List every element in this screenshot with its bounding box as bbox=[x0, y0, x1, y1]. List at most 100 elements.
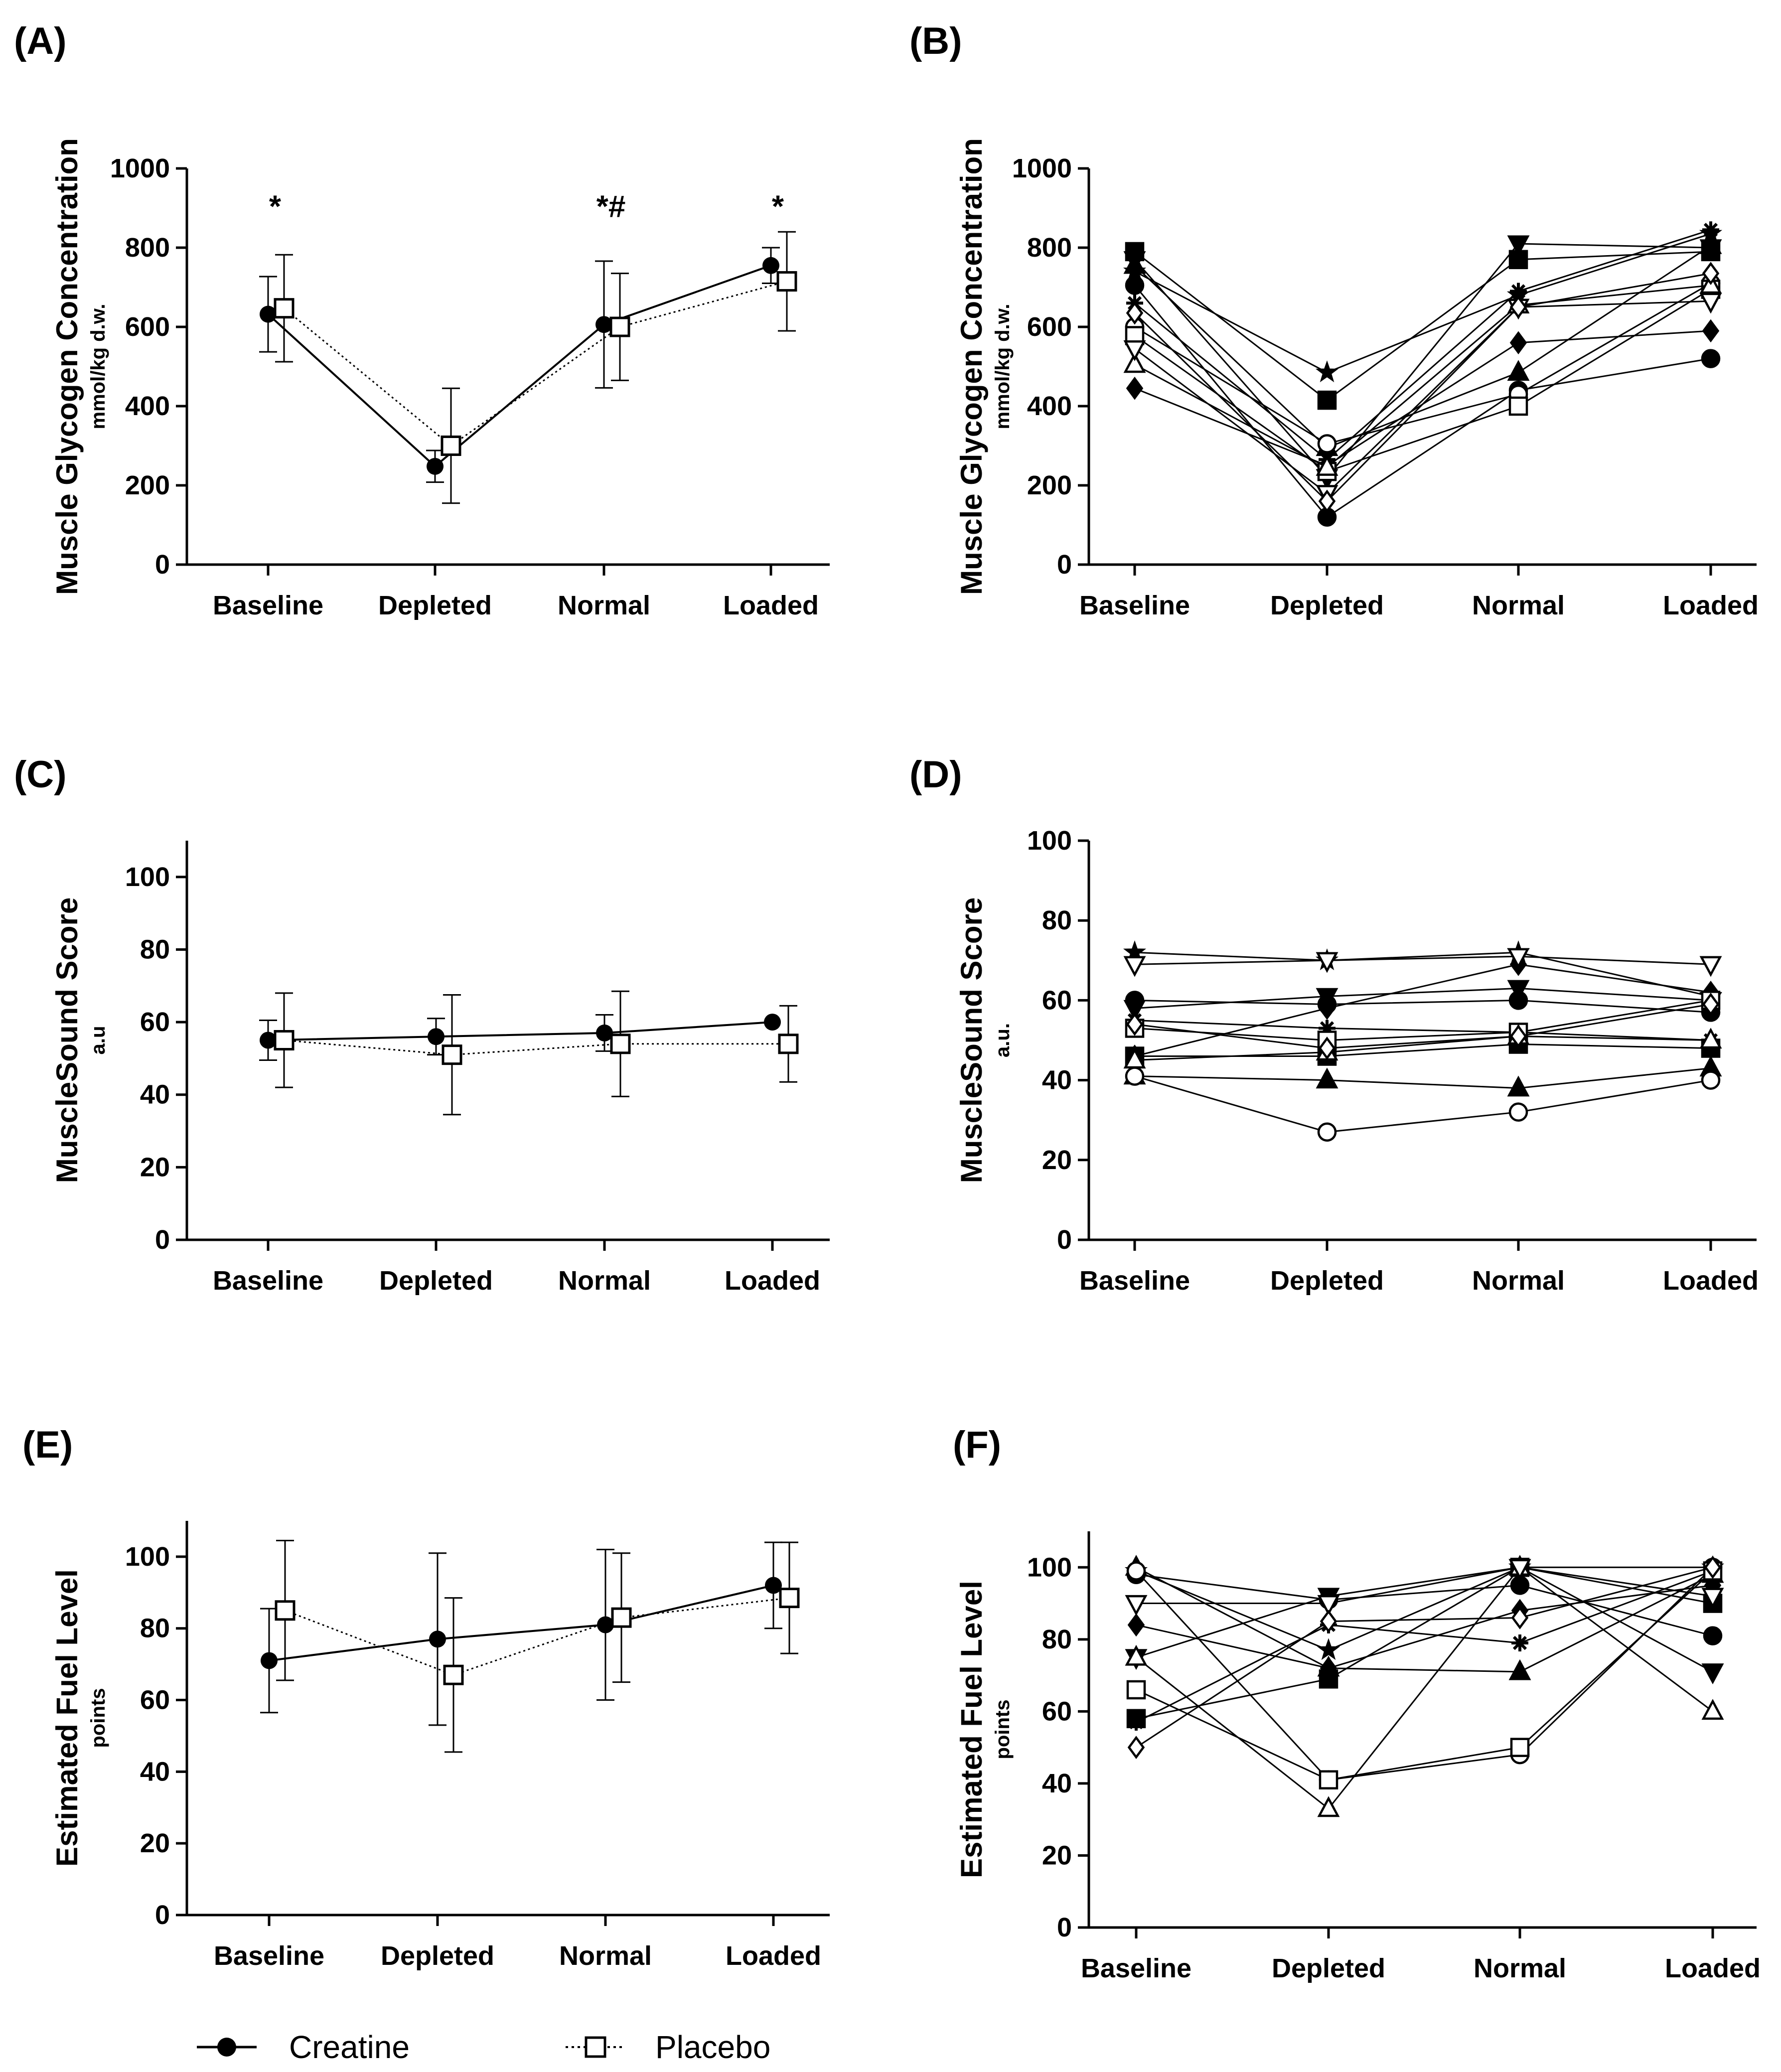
subject-line bbox=[1136, 1566, 1713, 1651]
data-point-creatine bbox=[260, 1032, 277, 1049]
subject-line bbox=[1134, 285, 1711, 469]
data-point-creatine bbox=[595, 316, 612, 333]
subject-point-tri-down-open bbox=[1699, 956, 1722, 977]
data-point-creatine bbox=[764, 1014, 781, 1031]
subject-line bbox=[1134, 285, 1711, 518]
legend-placebo-marker bbox=[585, 2036, 606, 2058]
subject-point-star bbox=[1315, 360, 1339, 383]
subject-line bbox=[1134, 251, 1711, 401]
x-tick-label-c: Baseline bbox=[213, 1266, 323, 1296]
y-axis-title-d: MuscleSound Score bbox=[955, 897, 988, 1183]
series-creatine-c bbox=[259, 1014, 781, 1061]
subject-line bbox=[1134, 955, 1711, 965]
subject-point-tri-down-open bbox=[1125, 1595, 1148, 1616]
subject-point-diamond-open bbox=[1320, 1610, 1337, 1633]
subject-point-triangle-open bbox=[1123, 1047, 1146, 1069]
series-placebo-c bbox=[274, 990, 799, 1116]
subject-point-diamond-filled bbox=[1318, 997, 1336, 1020]
y-tick-label-d: 60 bbox=[1042, 985, 1072, 1015]
y-tick-label-e: 80 bbox=[140, 1614, 170, 1643]
subject-point-tri-down-filled bbox=[1507, 235, 1530, 257]
subject-s11-d bbox=[1123, 948, 1722, 977]
y-tick-label-b: 800 bbox=[1027, 233, 1072, 263]
subject-line bbox=[1134, 999, 1711, 1013]
series-placebo-e bbox=[275, 1540, 800, 1753]
data-point-placebo bbox=[442, 1044, 462, 1065]
subject-point-square-open bbox=[1126, 1680, 1146, 1700]
subject-point-diamond-open bbox=[1511, 1606, 1529, 1629]
y-tick-label-d: 100 bbox=[1027, 826, 1072, 856]
subject-s8-f bbox=[1126, 1558, 1723, 1789]
subject-s8-b bbox=[1125, 274, 1721, 453]
data-point-placebo bbox=[610, 1034, 631, 1054]
x-tick-label-a: Depleted bbox=[378, 591, 492, 620]
y-axis-unit-d: a.u. bbox=[992, 1023, 1014, 1057]
y-axis-unit-c: a.u bbox=[87, 1026, 109, 1055]
subject-point-circle-filled bbox=[1703, 1626, 1723, 1645]
x-tick-label-a: Normal bbox=[558, 591, 650, 620]
subject-point-tri-down-open bbox=[1123, 956, 1146, 977]
subject-line bbox=[1134, 1003, 1711, 1049]
y-tick-label-e: 20 bbox=[140, 1828, 170, 1858]
x-tick-label-f: Normal bbox=[1474, 1953, 1566, 1983]
subject-line bbox=[1136, 1566, 1713, 1673]
subject-s3-b bbox=[1123, 233, 1722, 456]
subject-point-triangle-open bbox=[1125, 1644, 1148, 1666]
series-line-placebo bbox=[285, 1597, 790, 1676]
subject-line bbox=[1136, 1584, 1713, 1669]
subject-point-diamond-filled bbox=[1702, 319, 1720, 343]
x-tick-label-f: Baseline bbox=[1081, 1953, 1191, 1983]
subject-point-circle-filled bbox=[1125, 276, 1145, 295]
data-point-placebo bbox=[611, 1607, 632, 1628]
subject-line bbox=[1134, 283, 1711, 445]
subject-line bbox=[1134, 951, 1711, 997]
subject-s5-d bbox=[1126, 952, 1720, 1068]
series-line-creatine bbox=[267, 264, 771, 468]
subject-s5-f bbox=[1127, 1574, 1722, 1680]
significance-mark: * bbox=[269, 190, 282, 224]
panel-label-e: (E) bbox=[22, 1424, 73, 1466]
subject-s2-d bbox=[1125, 1035, 1721, 1066]
subject-line bbox=[1134, 233, 1711, 374]
data-point-placebo bbox=[274, 298, 295, 319]
data-point-creatine bbox=[427, 457, 444, 475]
x-tick-label-b: Loaded bbox=[1663, 591, 1759, 620]
subject-s3-d bbox=[1123, 1055, 1722, 1097]
subject-point-diamond-open bbox=[1126, 301, 1144, 325]
subject-point-asterisk bbox=[1511, 1634, 1528, 1651]
chart-c: 0 20 40 60 80 100 Baseline Depleted Normal Loaded… bbox=[50, 841, 830, 1296]
y-axis-unit-a: mmol/kg d.w. bbox=[87, 304, 109, 430]
y-axis-unit-e: points bbox=[87, 1688, 109, 1748]
y-tick-label-d: 80 bbox=[1042, 905, 1072, 935]
y-tick-label-c: 0 bbox=[155, 1225, 170, 1255]
y-tick-label-b: 1000 bbox=[1012, 153, 1072, 183]
subject-line bbox=[1134, 999, 1711, 1041]
data-point-placebo bbox=[441, 436, 461, 456]
subject-line bbox=[1134, 229, 1711, 461]
legend-creatine-label: Creatine bbox=[289, 2029, 410, 2065]
subject-s8-d bbox=[1125, 1066, 1721, 1142]
x-tick-label-e: Loaded bbox=[726, 1941, 821, 1971]
subject-point-triangle-open bbox=[1701, 1699, 1724, 1720]
subject-s11-b bbox=[1123, 293, 1722, 506]
x-tick-label-c: Loaded bbox=[725, 1266, 820, 1296]
x-tick-label-a: Loaded bbox=[723, 591, 819, 620]
subject-point-diamond-open bbox=[1318, 1036, 1336, 1060]
series-line-placebo bbox=[284, 1039, 788, 1056]
data-point-creatine bbox=[597, 1616, 614, 1633]
data-point-placebo bbox=[275, 1600, 296, 1621]
subject-point-tri-down-open bbox=[1507, 948, 1530, 969]
x-tick-label-e: Baseline bbox=[214, 1941, 324, 1971]
subject-line bbox=[1136, 1566, 1713, 1605]
y-tick-label-e: 60 bbox=[140, 1685, 170, 1715]
subject-line bbox=[1134, 1075, 1711, 1133]
subject-line bbox=[1136, 1566, 1713, 1720]
legend: Creatine Placebo bbox=[197, 2029, 770, 2065]
y-tick-label-a: 200 bbox=[125, 470, 170, 500]
y-axis-title-c: MuscleSound Score bbox=[50, 897, 84, 1183]
data-point-creatine bbox=[762, 257, 779, 274]
subject-s7-b bbox=[1126, 221, 1719, 468]
subject-point-circle-filled bbox=[1701, 349, 1721, 368]
y-tick-label-d: 20 bbox=[1042, 1145, 1072, 1175]
subject-point-diamond-filled bbox=[1127, 1613, 1145, 1637]
